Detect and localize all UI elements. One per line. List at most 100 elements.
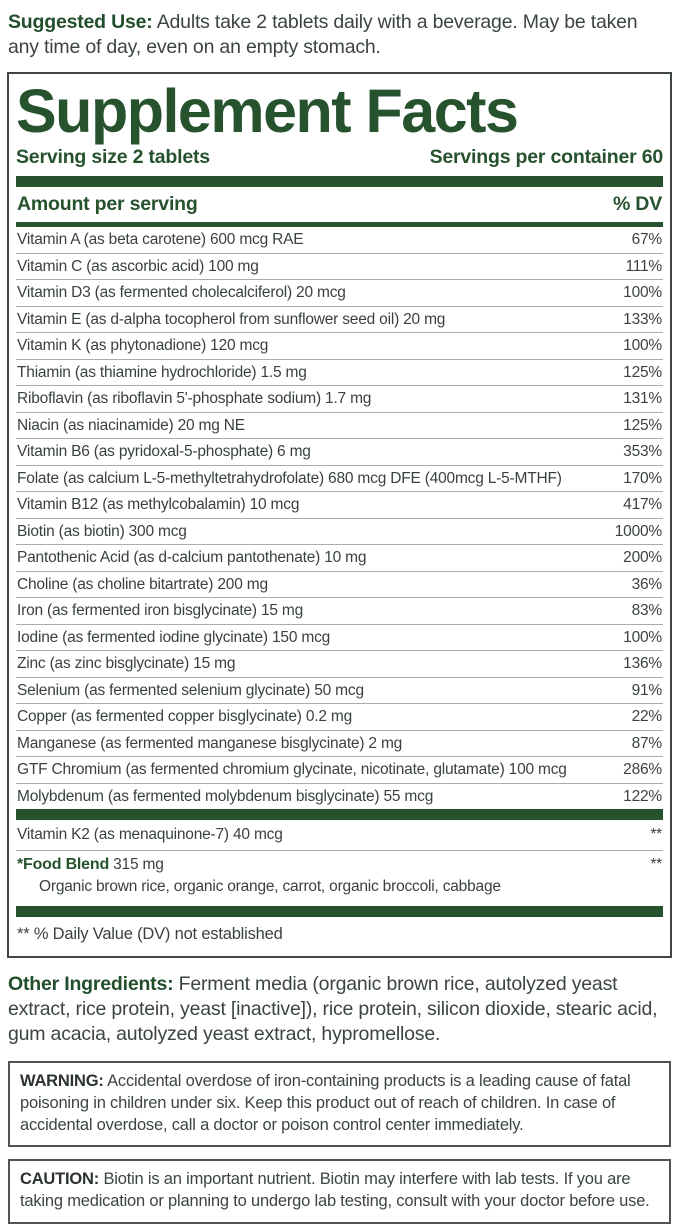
nutrient-name: Vitamin K2 (as menaquinone-7) 40 mcg <box>17 826 283 844</box>
nutrient-dv: 286% <box>623 761 662 779</box>
table-row: Iodine (as fermented iodine glycinate) 1… <box>16 625 663 652</box>
nutrient-name: Selenium (as fermented selenium glycinat… <box>17 681 364 699</box>
nutrient-name: Vitamin D3 (as fermented cholecalciferol… <box>17 284 346 302</box>
nutrient-dv: ** <box>650 826 662 844</box>
table-row: Vitamin A (as beta carotene) 600 mcg RAE… <box>16 227 663 254</box>
nutrient-dv: 100% <box>623 284 662 302</box>
food-blend-dv: ** <box>650 856 662 874</box>
food-blend-label: *Food Blend <box>17 856 110 874</box>
nutrient-dv: 125% <box>623 363 662 381</box>
nutrient-name: Zinc (as zinc bisglycinate) 15 mg <box>17 655 236 673</box>
nutrient-dv: 136% <box>623 655 662 673</box>
nutrient-dv: 170% <box>623 469 662 487</box>
table-row: Choline (as choline bitartrate) 200 mg 36… <box>16 572 663 599</box>
label-page: Suggested Use: Adults take 2 tablets dai… <box>7 10 672 1224</box>
nutrient-dv: 100% <box>623 337 662 355</box>
table-row: Iron (as fermented iron bisglycinate) 15… <box>16 598 663 625</box>
table-row: Vitamin E (as d-alpha tocopherol from su… <box>16 307 663 334</box>
table-row: Vitamin B6 (as pyridoxal-5-phosphate) 6 … <box>16 439 663 466</box>
table-row: Zinc (as zinc bisglycinate) 15 mg 136% <box>16 651 663 678</box>
dv-footnote: ** % Daily Value (DV) not established <box>17 925 283 944</box>
table-row: Biotin (as biotin) 300 mcg 1000% <box>16 519 663 546</box>
panel-title: Supplement Facts <box>16 76 519 145</box>
table-row: Folate (as calcium L-5-methyltetrahydrof… <box>16 466 663 493</box>
caution-label: CAUTION: <box>20 1170 100 1189</box>
other-ingredients-label: Other Ingredients: <box>8 973 174 996</box>
nutrient-name: Thiamin (as thiamine hydrochloride) 1.5 … <box>17 363 307 381</box>
nutrient-dv: 111% <box>625 257 662 275</box>
nutrient-dv: 125% <box>623 416 662 434</box>
nutrient-name: Vitamin C (as ascorbic acid) 100 mg <box>17 257 259 275</box>
table-row: Selenium (as fermented selenium glycinat… <box>16 678 663 705</box>
nutrient-name: Vitamin E (as d-alpha tocopherol from su… <box>17 310 446 328</box>
table-header: Amount per serving % DV <box>16 187 663 222</box>
other-ingredients-paragraph: Other Ingredients: Ferment media (organi… <box>8 972 671 1047</box>
nutrient-name: Manganese (as fermented manganese bisgly… <box>17 734 403 752</box>
nutrient-name: Niacin (as niacinamide) 20 mg NE <box>17 416 245 434</box>
nutrient-name: Vitamin B6 (as pyridoxal-5-phosphate) 6 … <box>17 443 311 461</box>
nutrient-name: Choline (as choline bitartrate) 200 mg <box>17 575 268 593</box>
table-row: Vitamin K (as phytonadione) 120 mcg 100% <box>16 333 663 360</box>
nutrient-name: Folate (as calcium L-5-methyltetrahydrof… <box>17 469 562 487</box>
nutrient-name: Vitamin K (as phytonadione) 120 mcg <box>17 337 269 355</box>
table-row-food-blend: *Food Blend 315 mg ** Organic brown rice… <box>16 851 663 906</box>
nutrient-name: Vitamin B12 (as methylcobalamin) 10 mcg <box>17 496 300 514</box>
food-blend-line: *Food Blend 315 mg ** <box>17 856 662 874</box>
nutrient-dv: 122% <box>623 787 662 805</box>
table-row: Niacin (as niacinamide) 20 mg NE 125% <box>16 413 663 440</box>
nutrient-dv: 131% <box>623 390 662 408</box>
nutrient-name: GTF Chromium (as fermented chromium glyc… <box>17 761 567 779</box>
table-row: Riboflavin (as riboflavin 5'-phosphate s… <box>16 386 663 413</box>
nutrient-dv: 1000% <box>614 522 662 540</box>
header-amount-per-serving: Amount per serving <box>17 193 198 216</box>
food-blend-name: *Food Blend 315 mg <box>17 856 164 874</box>
other-ingredients-text: Ferment media (organic brown rice, autol… <box>8 973 658 1046</box>
food-blend-ingredients: Organic brown rice, organic orange, carr… <box>39 878 501 896</box>
nutrient-name: Iron (as fermented iron bisglycinate) 15… <box>17 602 304 620</box>
warning-label: WARNING: <box>20 1071 104 1090</box>
divider-thick-middle <box>16 809 663 821</box>
table-row: Pantothenic Acid (as d-calcium pantothen… <box>16 545 663 572</box>
warning-box: WARNING: Accidental overdose of iron-con… <box>8 1060 671 1148</box>
nutrient-name: Molybdenum (as fermented molybdenum bisg… <box>17 787 434 805</box>
nutrient-dv: 200% <box>623 549 662 567</box>
table-row: Vitamin B12 (as methylcobalamin) 10 mcg 4… <box>16 492 663 519</box>
nutrient-dv: 353% <box>623 443 662 461</box>
caution-box: CAUTION: Biotin is an important nutrient… <box>8 1159 671 1224</box>
suggested-use-text: Adults take 2 tablets daily with a bever… <box>8 11 638 58</box>
table-row: Manganese (as fermented manganese bisgly… <box>16 731 663 758</box>
supplement-facts-panel: Supplement Facts Serving size 2 tablets … <box>7 71 672 959</box>
table-row: Vitamin C (as ascorbic acid) 100 mg 111% <box>16 254 663 281</box>
nutrient-name: Riboflavin (as riboflavin 5'-phosphate s… <box>17 390 372 408</box>
nutrient-name: Copper (as fermented copper bisglycinate… <box>17 708 353 726</box>
nutrient-name: Biotin (as biotin) 300 mcg <box>17 522 187 540</box>
divider-medium <box>16 222 663 228</box>
suggested-use-label: Suggested Use: <box>8 11 153 33</box>
header-percent-dv: % DV <box>612 193 662 216</box>
nutrient-dv: 417% <box>623 496 662 514</box>
table-row: Molybdenum (as fermented molybdenum bisg… <box>16 784 663 810</box>
nutrient-name: Pantothenic Acid (as d-calcium pantothen… <box>17 549 367 567</box>
divider-thick-bottom <box>16 906 663 918</box>
table-row: Vitamin D3 (as fermented cholecalciferol… <box>16 280 663 307</box>
nutrient-name: Iodine (as fermented iodine glycinate) 1… <box>17 628 331 646</box>
food-blend-amount: 315 mg <box>109 856 164 874</box>
serving-line: Serving size 2 tablets Servings per cont… <box>16 146 663 169</box>
nutrient-dv: 36% <box>631 575 663 593</box>
nutrient-dv: 87% <box>631 734 663 752</box>
table-row: GTF Chromium (as fermented chromium glyc… <box>16 757 663 784</box>
nutrient-dv: 100% <box>623 628 662 646</box>
warning-text: Accidental overdose of iron-containing p… <box>20 1071 631 1134</box>
serving-size: Serving size 2 tablets <box>16 146 210 169</box>
suggested-use-paragraph: Suggested Use: Adults take 2 tablets dai… <box>8 10 671 60</box>
table-row-vitamin-k2: Vitamin K2 (as menaquinone-7) 40 mcg ** <box>16 820 663 852</box>
divider-thick-top <box>16 176 663 188</box>
nutrient-dv: 91% <box>631 681 663 699</box>
nutrient-dv: 133% <box>623 310 662 328</box>
nutrient-dv: 83% <box>631 602 663 620</box>
table-row: Copper (as fermented copper bisglycinate… <box>16 704 663 731</box>
nutrient-dv: 22% <box>631 708 663 726</box>
nutrient-rows: Vitamin A (as beta carotene) 600 mcg RAE… <box>16 227 663 809</box>
servings-per-container: Servings per container 60 <box>429 146 664 169</box>
nutrient-dv: 67% <box>631 231 663 249</box>
